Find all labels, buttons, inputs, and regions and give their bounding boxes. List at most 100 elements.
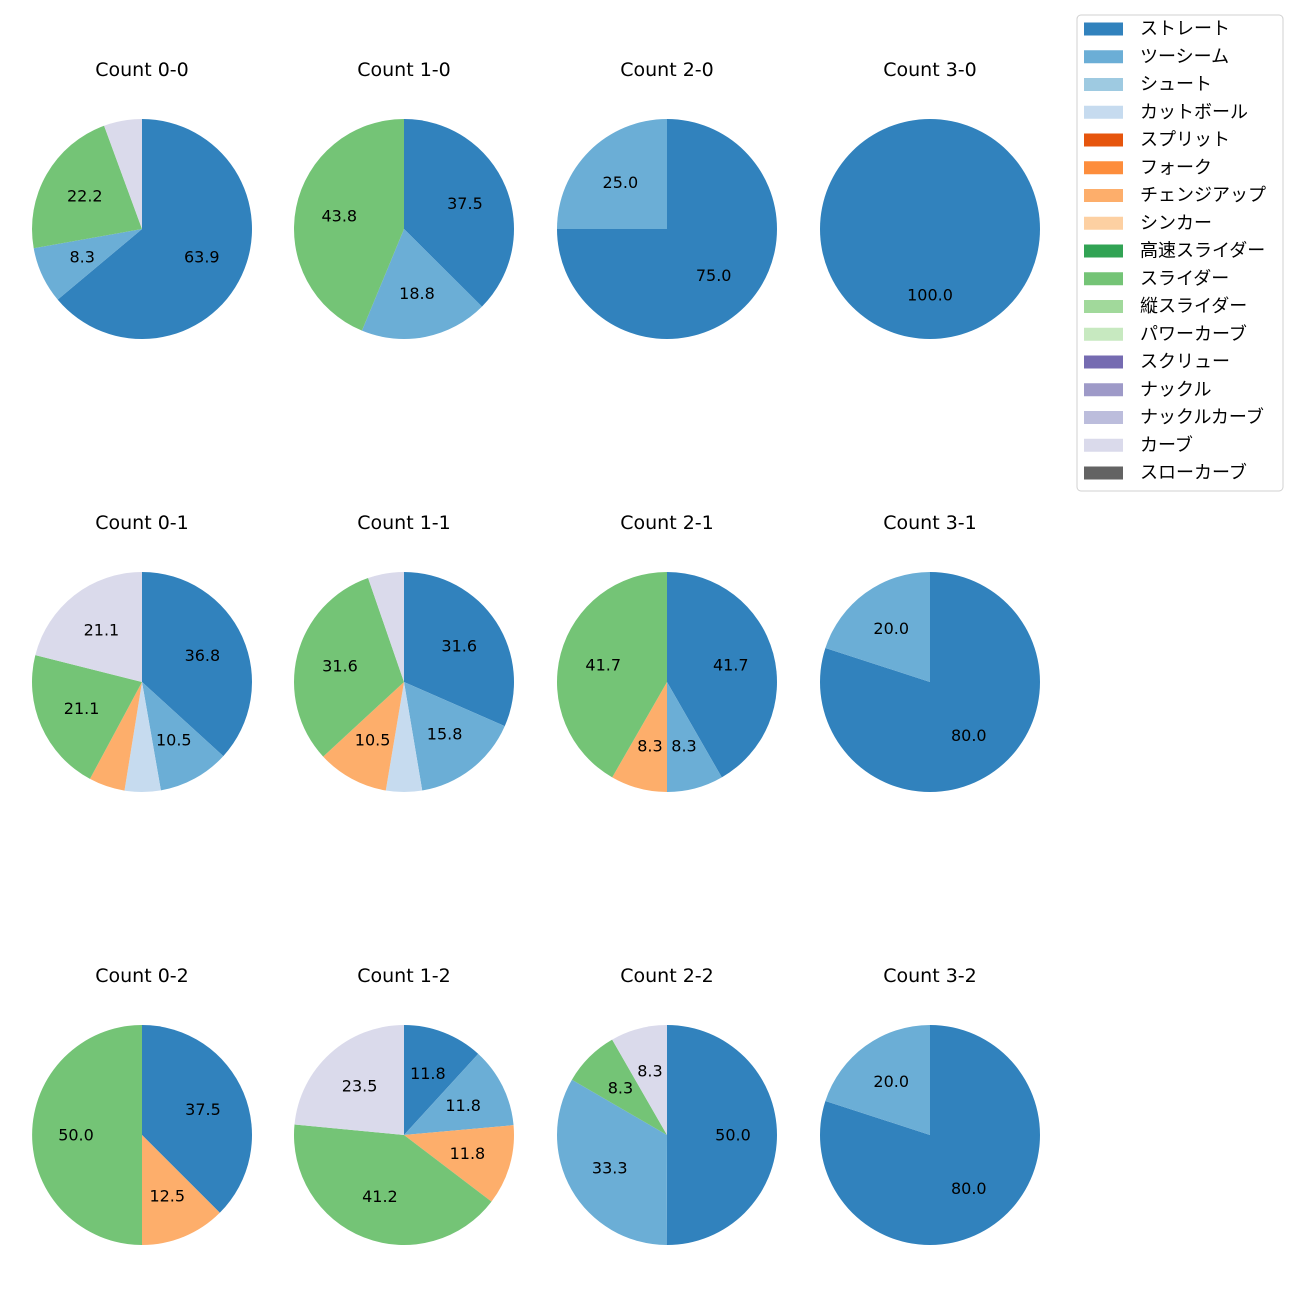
legend-swatch: [1084, 161, 1123, 175]
slice-label: 11.8: [445, 1096, 481, 1115]
legend-item: 高速スライダー: [1084, 241, 1265, 262]
pie-slice: [825, 572, 930, 682]
pie-title: Count 1-1: [357, 512, 451, 534]
pie-slice: [323, 682, 404, 791]
legend-label: ストレート: [1140, 19, 1230, 40]
slice-label: 8.3: [637, 1062, 662, 1081]
slice-label: 12.5: [149, 1186, 185, 1205]
slice-label: 8.3: [637, 736, 662, 755]
pie-slice: [32, 1025, 142, 1245]
slice-label: 31.6: [441, 636, 477, 655]
legend-item: ストレート: [1084, 19, 1230, 40]
pie-slice: [557, 119, 667, 229]
pie-grid: Count 0-0 63.9 8.3 22.2 Count 1-0 37.5 18.8 43.…: [31, 59, 1040, 1245]
pie-slice: [124, 682, 161, 792]
slice-label: 22.2: [67, 187, 103, 206]
pie-chart: Count 3-0 100.0: [820, 59, 1040, 339]
slice-label: 20.0: [873, 619, 909, 638]
pie-chart: Count 2-2 50.0 33.3 8.38.3: [556, 965, 777, 1245]
pie-title: Count 1-0: [357, 59, 451, 81]
slice-label: 10.5: [355, 731, 391, 750]
legend-swatch: [1084, 383, 1123, 397]
slice-label: 37.5: [185, 1100, 221, 1119]
slice-label: 80.0: [951, 1179, 987, 1198]
legend-item: フォーク: [1084, 157, 1212, 178]
pie-chart: Count 0-1 36.8 10.5 21.1 21.1: [31, 512, 252, 792]
slice-label: 10.5: [156, 730, 192, 749]
legend-label: スライダー: [1140, 268, 1229, 289]
pie-chart: Count 0-2 37.5 12.5 50.0: [32, 965, 252, 1245]
pie-chart: Count 3-2 80.0 20.0: [819, 965, 1040, 1245]
pie-slice: [556, 572, 667, 778]
pie-slice: [31, 655, 142, 779]
slice-label: 33.3: [592, 1158, 628, 1177]
legend-item: シュート: [1084, 74, 1212, 95]
pie-slice: [35, 572, 142, 682]
legend-item: ナックル: [1084, 379, 1211, 400]
legend: ストレートツーシームシュートカットボールスプリットフォークチェンジアップシンカー…: [1076, 14, 1284, 492]
pie-slice: [294, 1124, 492, 1245]
pie-slice: [142, 1025, 252, 1213]
legend-swatch: [1084, 105, 1123, 119]
legend-item: パワーカーブ: [1084, 323, 1247, 345]
pie-slice: [612, 1025, 667, 1135]
legend-item: スプリット: [1084, 130, 1230, 151]
pie-title: Count 2-2: [620, 965, 714, 987]
pie-title: Count 0-1: [95, 512, 189, 534]
pie-slice: [385, 682, 423, 792]
legend-swatch: [1084, 272, 1123, 286]
pie-slice: [825, 1025, 930, 1135]
legend-label: フォーク: [1140, 157, 1212, 178]
pie-slice: [361, 229, 482, 339]
legend-swatch: [1084, 189, 1123, 202]
pie-title: Count 0-2: [95, 965, 189, 987]
pie-chart: Count 1-1 31.6 15.8 10.5 31.6: [294, 512, 514, 792]
legend-swatch: [1084, 355, 1123, 369]
pie-slice: [404, 1053, 514, 1135]
legend-label: パワーカーブ: [1140, 323, 1247, 345]
legend-swatch: [1084, 411, 1123, 424]
pie-title: Count 2-0: [620, 59, 714, 81]
slice-label: 21.1: [84, 620, 120, 639]
pie-slice: [33, 229, 142, 300]
legend-label: シンカー: [1140, 213, 1212, 234]
pie-slice: [368, 572, 404, 682]
legend-label: カットボール: [1140, 102, 1248, 123]
legend-label: シュート: [1140, 74, 1212, 95]
slice-label: 37.5: [447, 194, 483, 213]
pie-title: Count 3-2: [883, 965, 977, 987]
pie-slice: [294, 578, 404, 757]
pie-slice: [294, 119, 404, 331]
legend-item: スローカーブ: [1084, 462, 1247, 484]
pie-slice: [819, 1025, 1040, 1245]
legend-item: 縦スライダー: [1084, 296, 1247, 317]
slice-label: 41.7: [585, 655, 621, 674]
slice-label: 50.0: [58, 1126, 94, 1145]
slice-label: 36.8: [185, 646, 221, 665]
legend-swatch: [1084, 327, 1123, 341]
legend-label: ツーシーム: [1140, 46, 1229, 67]
pie-slice: [666, 1025, 777, 1245]
pie-slice: [612, 682, 667, 792]
slice-label: 100.0: [907, 286, 953, 305]
pie-title: Count 3-1: [883, 512, 977, 534]
pie-slice: [142, 1135, 220, 1245]
legend-swatch: [1084, 466, 1123, 480]
pie-slice: [294, 1025, 404, 1135]
slice-label: 18.8: [399, 284, 435, 303]
slice-label: 25.0: [603, 173, 639, 192]
slice-label: 20.0: [873, 1072, 909, 1091]
slice-label: 63.9: [184, 247, 220, 266]
legend-label: ナックル: [1140, 379, 1211, 400]
legend-label: スプリット: [1140, 130, 1230, 151]
legend-item: スクリュー: [1084, 352, 1230, 373]
pie-slice: [819, 572, 1040, 792]
pie-slice: [667, 572, 778, 778]
pie-slice: [404, 1125, 514, 1202]
pie-chart: Count 2-0 75.0 25.0: [557, 59, 777, 339]
legend-swatch: [1084, 438, 1123, 452]
pie-slice: [404, 1025, 479, 1135]
pie-slice: [404, 572, 514, 727]
slice-label: 8.3: [671, 736, 696, 755]
